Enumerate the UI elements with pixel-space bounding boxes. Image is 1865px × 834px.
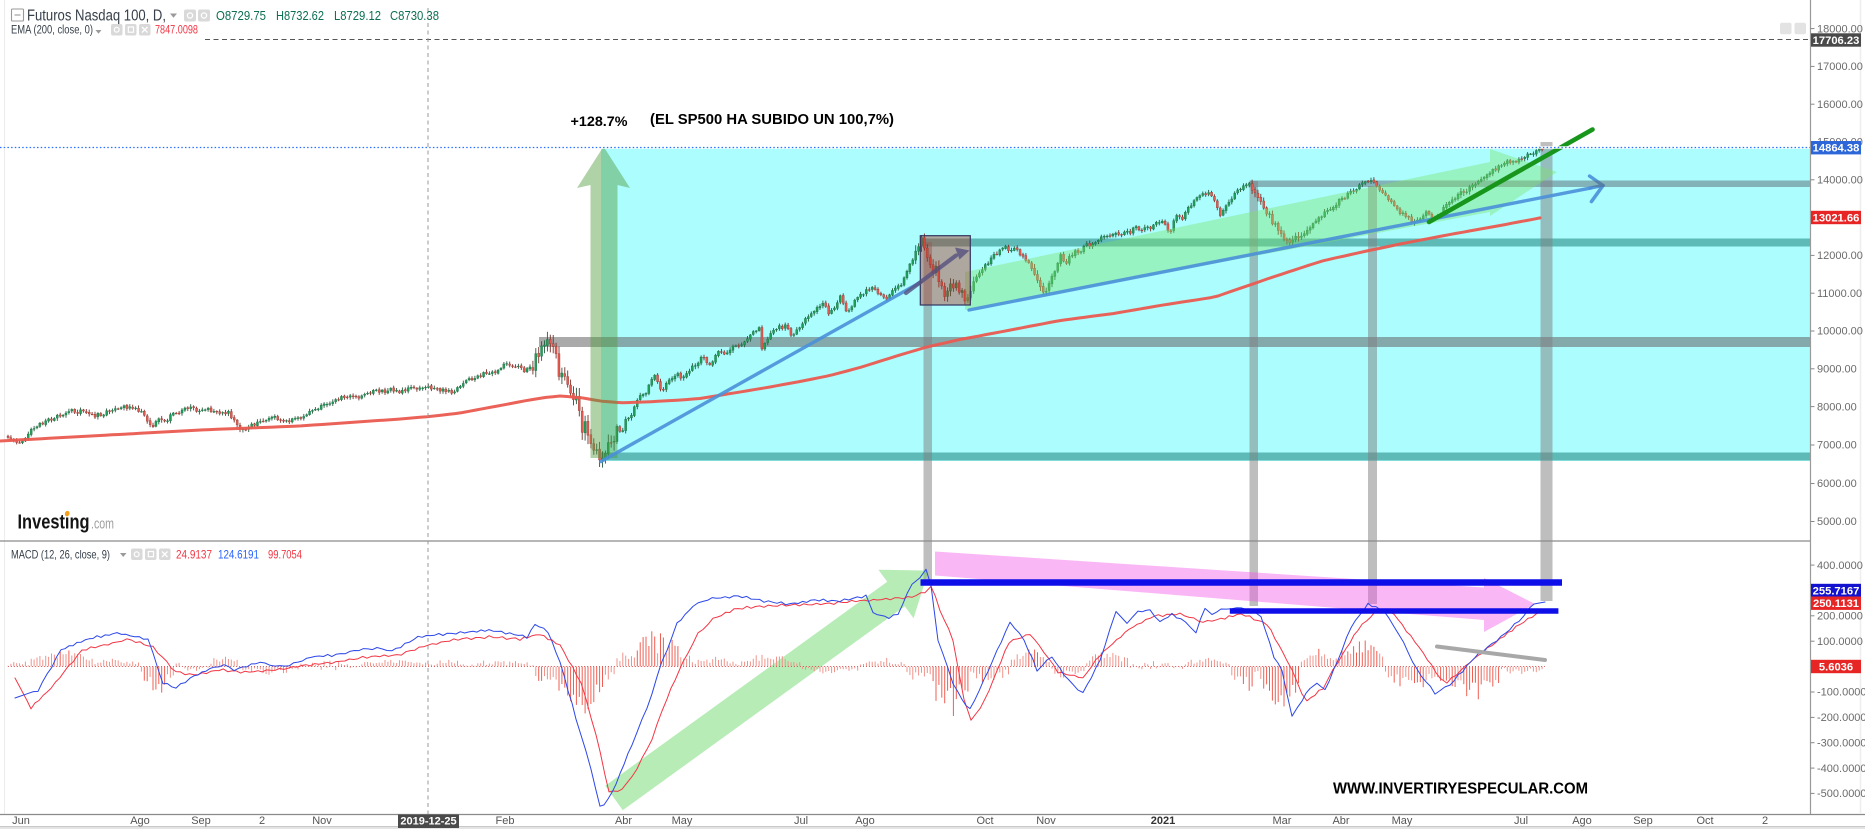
svg-text:2021: 2021	[1151, 815, 1175, 827]
svg-text:-400.0000: -400.0000	[1817, 763, 1865, 775]
svg-text:17706.23: 17706.23	[1813, 35, 1860, 47]
svg-text:-300.0000: -300.0000	[1817, 737, 1865, 749]
svg-text:10000.00: 10000.00	[1817, 326, 1863, 338]
svg-text:5.6036: 5.6036	[1819, 661, 1853, 673]
svg-text:2: 2	[1762, 815, 1768, 827]
svg-text:13021.66: 13021.66	[1813, 212, 1860, 224]
svg-text:Oct: Oct	[1696, 815, 1713, 827]
svg-text:Ago: Ago	[1572, 815, 1592, 827]
svg-text:14864.38: 14864.38	[1813, 143, 1860, 155]
svg-text:11000.00: 11000.00	[1817, 288, 1862, 300]
svg-text:EMA (200, close, 0): EMA (200, close, 0)	[11, 25, 93, 37]
svg-text:250.1131: 250.1131	[1813, 598, 1859, 610]
svg-text:O8729.75: O8729.75	[216, 8, 266, 23]
svg-text:Nov: Nov	[1036, 815, 1056, 827]
svg-text:Ago: Ago	[855, 815, 875, 827]
svg-text:WWW.INVERTIRYESPECULAR.COM: WWW.INVERTIRYESPECULAR.COM	[1333, 781, 1588, 798]
svg-text:Abr: Abr	[615, 815, 632, 827]
svg-text:7000.00: 7000.00	[1817, 440, 1857, 452]
svg-text:May: May	[1392, 815, 1413, 827]
svg-text:8000.00: 8000.00	[1817, 401, 1857, 413]
svg-text:14000.00: 14000.00	[1817, 175, 1863, 187]
svg-text:124.6191: 124.6191	[218, 548, 259, 562]
svg-text:18000.00: 18000.00	[1817, 23, 1863, 35]
svg-text:+128.7%: +128.7%	[571, 114, 628, 129]
svg-text:Abr: Abr	[1332, 815, 1349, 827]
svg-text:.com: .com	[91, 517, 114, 533]
svg-text:12000.00: 12000.00	[1817, 250, 1863, 262]
svg-text:L8729.12: L8729.12	[334, 8, 381, 23]
svg-text:9000.00: 9000.00	[1817, 364, 1857, 376]
svg-text:-200.0000: -200.0000	[1817, 712, 1865, 724]
svg-text:2019-12-25: 2019-12-25	[400, 816, 456, 828]
svg-text:C8730.38: C8730.38	[390, 8, 439, 23]
svg-text:255.7167: 255.7167	[1813, 585, 1860, 597]
svg-text:200.0000: 200.0000	[1817, 611, 1863, 623]
svg-text:Oct: Oct	[976, 815, 993, 827]
svg-text:99.7054: 99.7054	[268, 548, 302, 562]
svg-text:17000.00: 17000.00	[1817, 61, 1863, 73]
svg-text:H8732.62: H8732.62	[276, 8, 324, 23]
svg-text:Feb: Feb	[496, 815, 515, 827]
svg-text:Jun: Jun	[12, 815, 30, 827]
svg-text:Mar: Mar	[1273, 815, 1292, 827]
svg-text:(EL SP500 HA SUBIDO UN 100,7%): (EL SP500 HA SUBIDO UN 100,7%)	[650, 112, 894, 128]
svg-text:6000.00: 6000.00	[1817, 478, 1857, 490]
svg-text:400.0000: 400.0000	[1817, 560, 1863, 572]
svg-text:Sep: Sep	[1633, 815, 1653, 827]
svg-text:-100.0000: -100.0000	[1817, 687, 1865, 699]
svg-text:Futuros Nasdaq 100, D,: Futuros Nasdaq 100, D,	[27, 8, 166, 25]
svg-text:2: 2	[259, 815, 265, 827]
svg-text:Sep: Sep	[191, 815, 211, 827]
svg-text:Investing: Investing	[18, 512, 90, 534]
svg-text:Nov: Nov	[312, 815, 332, 827]
svg-text:May: May	[672, 815, 693, 827]
svg-text:24.9137: 24.9137	[176, 548, 212, 562]
svg-text:5000.00: 5000.00	[1817, 516, 1857, 528]
svg-text:Ago: Ago	[130, 815, 150, 827]
svg-text:-500.0000: -500.0000	[1817, 788, 1865, 800]
svg-text:16000.00: 16000.00	[1817, 99, 1863, 111]
svg-text:7847.0098: 7847.0098	[155, 25, 198, 37]
svg-text:MACD (12, 26, close, 9): MACD (12, 26, close, 9)	[11, 548, 110, 562]
svg-text:Jul: Jul	[794, 815, 808, 827]
svg-text:Jul: Jul	[1514, 815, 1528, 827]
svg-text:100.0000: 100.0000	[1817, 636, 1863, 648]
